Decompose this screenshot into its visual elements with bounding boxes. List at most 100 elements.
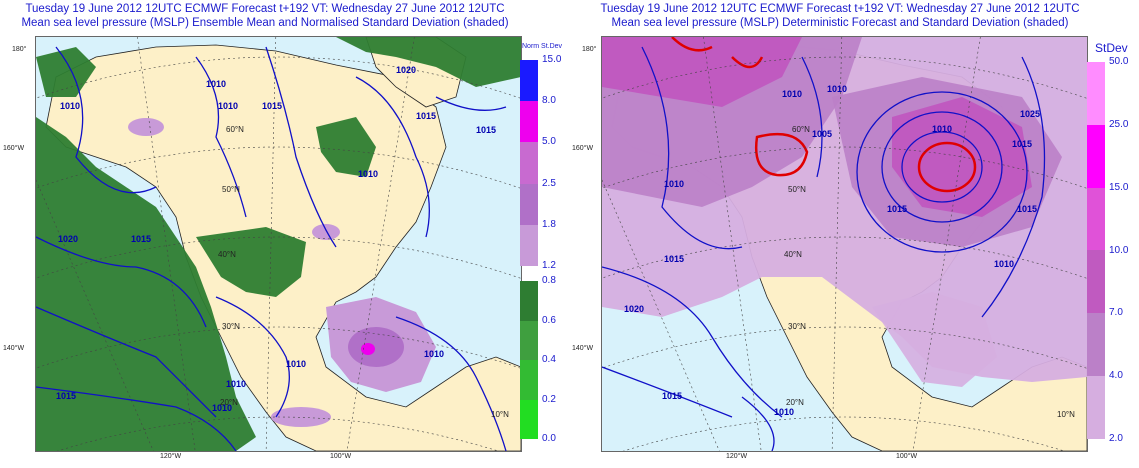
low-spread-shading bbox=[316, 117, 376, 177]
colorbar-segment bbox=[520, 224, 538, 266]
colorbar-tick-label: 0.6 bbox=[542, 314, 556, 326]
colorbar-tick-label: 8.0 bbox=[542, 95, 556, 107]
lat-label: 30°N bbox=[222, 322, 240, 331]
isobar-label: 1020 bbox=[624, 304, 644, 314]
colorbar-tick-label: 2.0 bbox=[1109, 433, 1123, 444]
left-colorbar-lower bbox=[520, 281, 538, 439]
isobar-label: 1015 bbox=[887, 204, 907, 214]
isobar-label: 1020 bbox=[58, 234, 78, 244]
isobars bbox=[36, 46, 507, 451]
isobar-label: 1010 bbox=[774, 407, 794, 417]
isobar-label: 1005 bbox=[812, 129, 832, 139]
isobar-label: 1010 bbox=[286, 359, 306, 369]
isobar-label: 1010 bbox=[226, 379, 246, 389]
colorbar-tick-label: 1.2 bbox=[542, 260, 556, 271]
right-colorbar-title: StDev bbox=[1095, 41, 1128, 55]
lon-label: 120°W bbox=[160, 453, 182, 460]
left-colorbar-title: Norm St.Dev bbox=[522, 43, 563, 50]
colorbar-tick-label: 0.8 bbox=[542, 275, 556, 286]
isobar-label: 1015 bbox=[1012, 139, 1032, 149]
left-colorbar-upper bbox=[520, 60, 538, 266]
colorbar-tick-label: 1.8 bbox=[542, 218, 556, 230]
colorbar-segment bbox=[520, 281, 538, 321]
lon-label: 140°W bbox=[3, 345, 25, 352]
colorbar-tick-label: 7.0 bbox=[1109, 307, 1123, 319]
isobar-label: 1015 bbox=[131, 234, 151, 244]
isobar-label: 1010 bbox=[782, 89, 802, 99]
isobar-label: 1015 bbox=[476, 125, 496, 135]
colorbar-tick-label: 5.0 bbox=[542, 136, 556, 148]
colorbar-segment bbox=[1087, 376, 1105, 439]
colorbar-tick-label: 0.0 bbox=[542, 433, 556, 444]
spread-shading bbox=[602, 37, 802, 107]
lon-label: 120°W bbox=[726, 453, 748, 460]
colorbar-segment bbox=[1087, 187, 1105, 251]
isobar-label: 1015 bbox=[262, 101, 282, 111]
high-spread-shading bbox=[312, 224, 340, 240]
high-spread-shading bbox=[271, 407, 331, 427]
left-panel-title: Tuesday 19 June 2012 12UTC ECMWF Forecas… bbox=[0, 2, 530, 30]
colorbar-segment bbox=[520, 360, 538, 400]
graticule bbox=[602, 37, 1087, 451]
colorbar-segment bbox=[520, 320, 538, 360]
colorbar-tick-label: 0.2 bbox=[542, 393, 556, 405]
right-title-line2: Mean sea level pressure (MSLP) Determini… bbox=[611, 17, 1069, 29]
colorbar-segment bbox=[1087, 124, 1105, 188]
isobar-label: 1010 bbox=[206, 79, 226, 89]
high-spread-shading bbox=[361, 343, 375, 355]
lat-label: 20°N bbox=[786, 398, 804, 407]
isobar-label: 1015 bbox=[662, 391, 682, 401]
lat-label: 10°N bbox=[1057, 410, 1075, 419]
isobar-label: 1015 bbox=[1017, 204, 1037, 214]
right-panel-title: Tuesday 19 June 2012 12UTC ECMWF Forecas… bbox=[580, 2, 1100, 30]
colorbar-segment bbox=[520, 142, 538, 184]
colorbar-segment bbox=[520, 101, 538, 143]
left-title-line2: Mean sea level pressure (MSLP) Ensemble … bbox=[21, 17, 509, 29]
isobar-label: 1010 bbox=[994, 259, 1014, 269]
high-spread-contours bbox=[671, 37, 977, 193]
isobar-label: 1010 bbox=[424, 349, 444, 359]
lat-label: 60°N bbox=[792, 125, 810, 134]
lat-label: 30°N bbox=[788, 322, 806, 331]
lon-label: 180° bbox=[12, 46, 27, 53]
high-spread-shading bbox=[128, 118, 164, 136]
colorbar-tick-label: 10.0 bbox=[1109, 244, 1129, 256]
colorbar-tick-label: 15.0 bbox=[542, 54, 562, 65]
isobar-label: 1010 bbox=[827, 84, 847, 94]
right-title-line1: Tuesday 19 June 2012 12UTC ECMWF Forecas… bbox=[600, 3, 1080, 15]
lat-label: 60°N bbox=[226, 125, 244, 134]
lat-label: 40°N bbox=[218, 250, 236, 259]
colorbar-segment bbox=[520, 183, 538, 225]
isobar-label: 1015 bbox=[56, 391, 76, 401]
left-map: 1010 1010 1015 1010 1015 1020 1010 1010 … bbox=[35, 36, 522, 452]
low-spread-shading bbox=[36, 117, 256, 451]
spread-shading bbox=[872, 292, 997, 387]
lon-label: 160°W bbox=[572, 145, 594, 152]
high-spread-shading bbox=[348, 327, 404, 367]
colorbar-segment bbox=[520, 399, 538, 439]
lat-label: 50°N bbox=[222, 185, 240, 194]
low-spread-shading bbox=[336, 37, 521, 87]
low-spread-shading bbox=[36, 47, 96, 97]
lon-label: 100°W bbox=[330, 453, 352, 460]
colorbar-segment bbox=[1087, 250, 1105, 314]
lon-label: 180° bbox=[582, 46, 597, 53]
graticule bbox=[36, 37, 521, 451]
colorbar-segment bbox=[1087, 313, 1105, 377]
isobars bbox=[602, 46, 1046, 451]
colorbar-tick-label: 25.0 bbox=[1109, 118, 1129, 130]
low-spread-shading bbox=[196, 227, 306, 297]
right-colorbar bbox=[1087, 62, 1105, 439]
lat-label: 40°N bbox=[784, 250, 802, 259]
isobar-label: 1015 bbox=[664, 254, 684, 264]
colorbar-segment bbox=[520, 60, 538, 102]
isobar-label: 1010 bbox=[218, 101, 238, 111]
colorbar-tick-label: 0.4 bbox=[542, 354, 556, 365]
lat-label: 10°N bbox=[491, 410, 509, 419]
isobar-label: 1020 bbox=[396, 65, 416, 75]
isobar-label: 1010 bbox=[358, 169, 378, 179]
colorbar-tick-label: 15.0 bbox=[1109, 181, 1129, 193]
lat-label: 20°N bbox=[220, 398, 238, 407]
right-map: 1005 1010 1015 1020 1015 1025 1010 1015 … bbox=[601, 36, 1088, 452]
left-title-line1: Tuesday 19 June 2012 12UTC ECMWF Forecas… bbox=[25, 3, 505, 15]
